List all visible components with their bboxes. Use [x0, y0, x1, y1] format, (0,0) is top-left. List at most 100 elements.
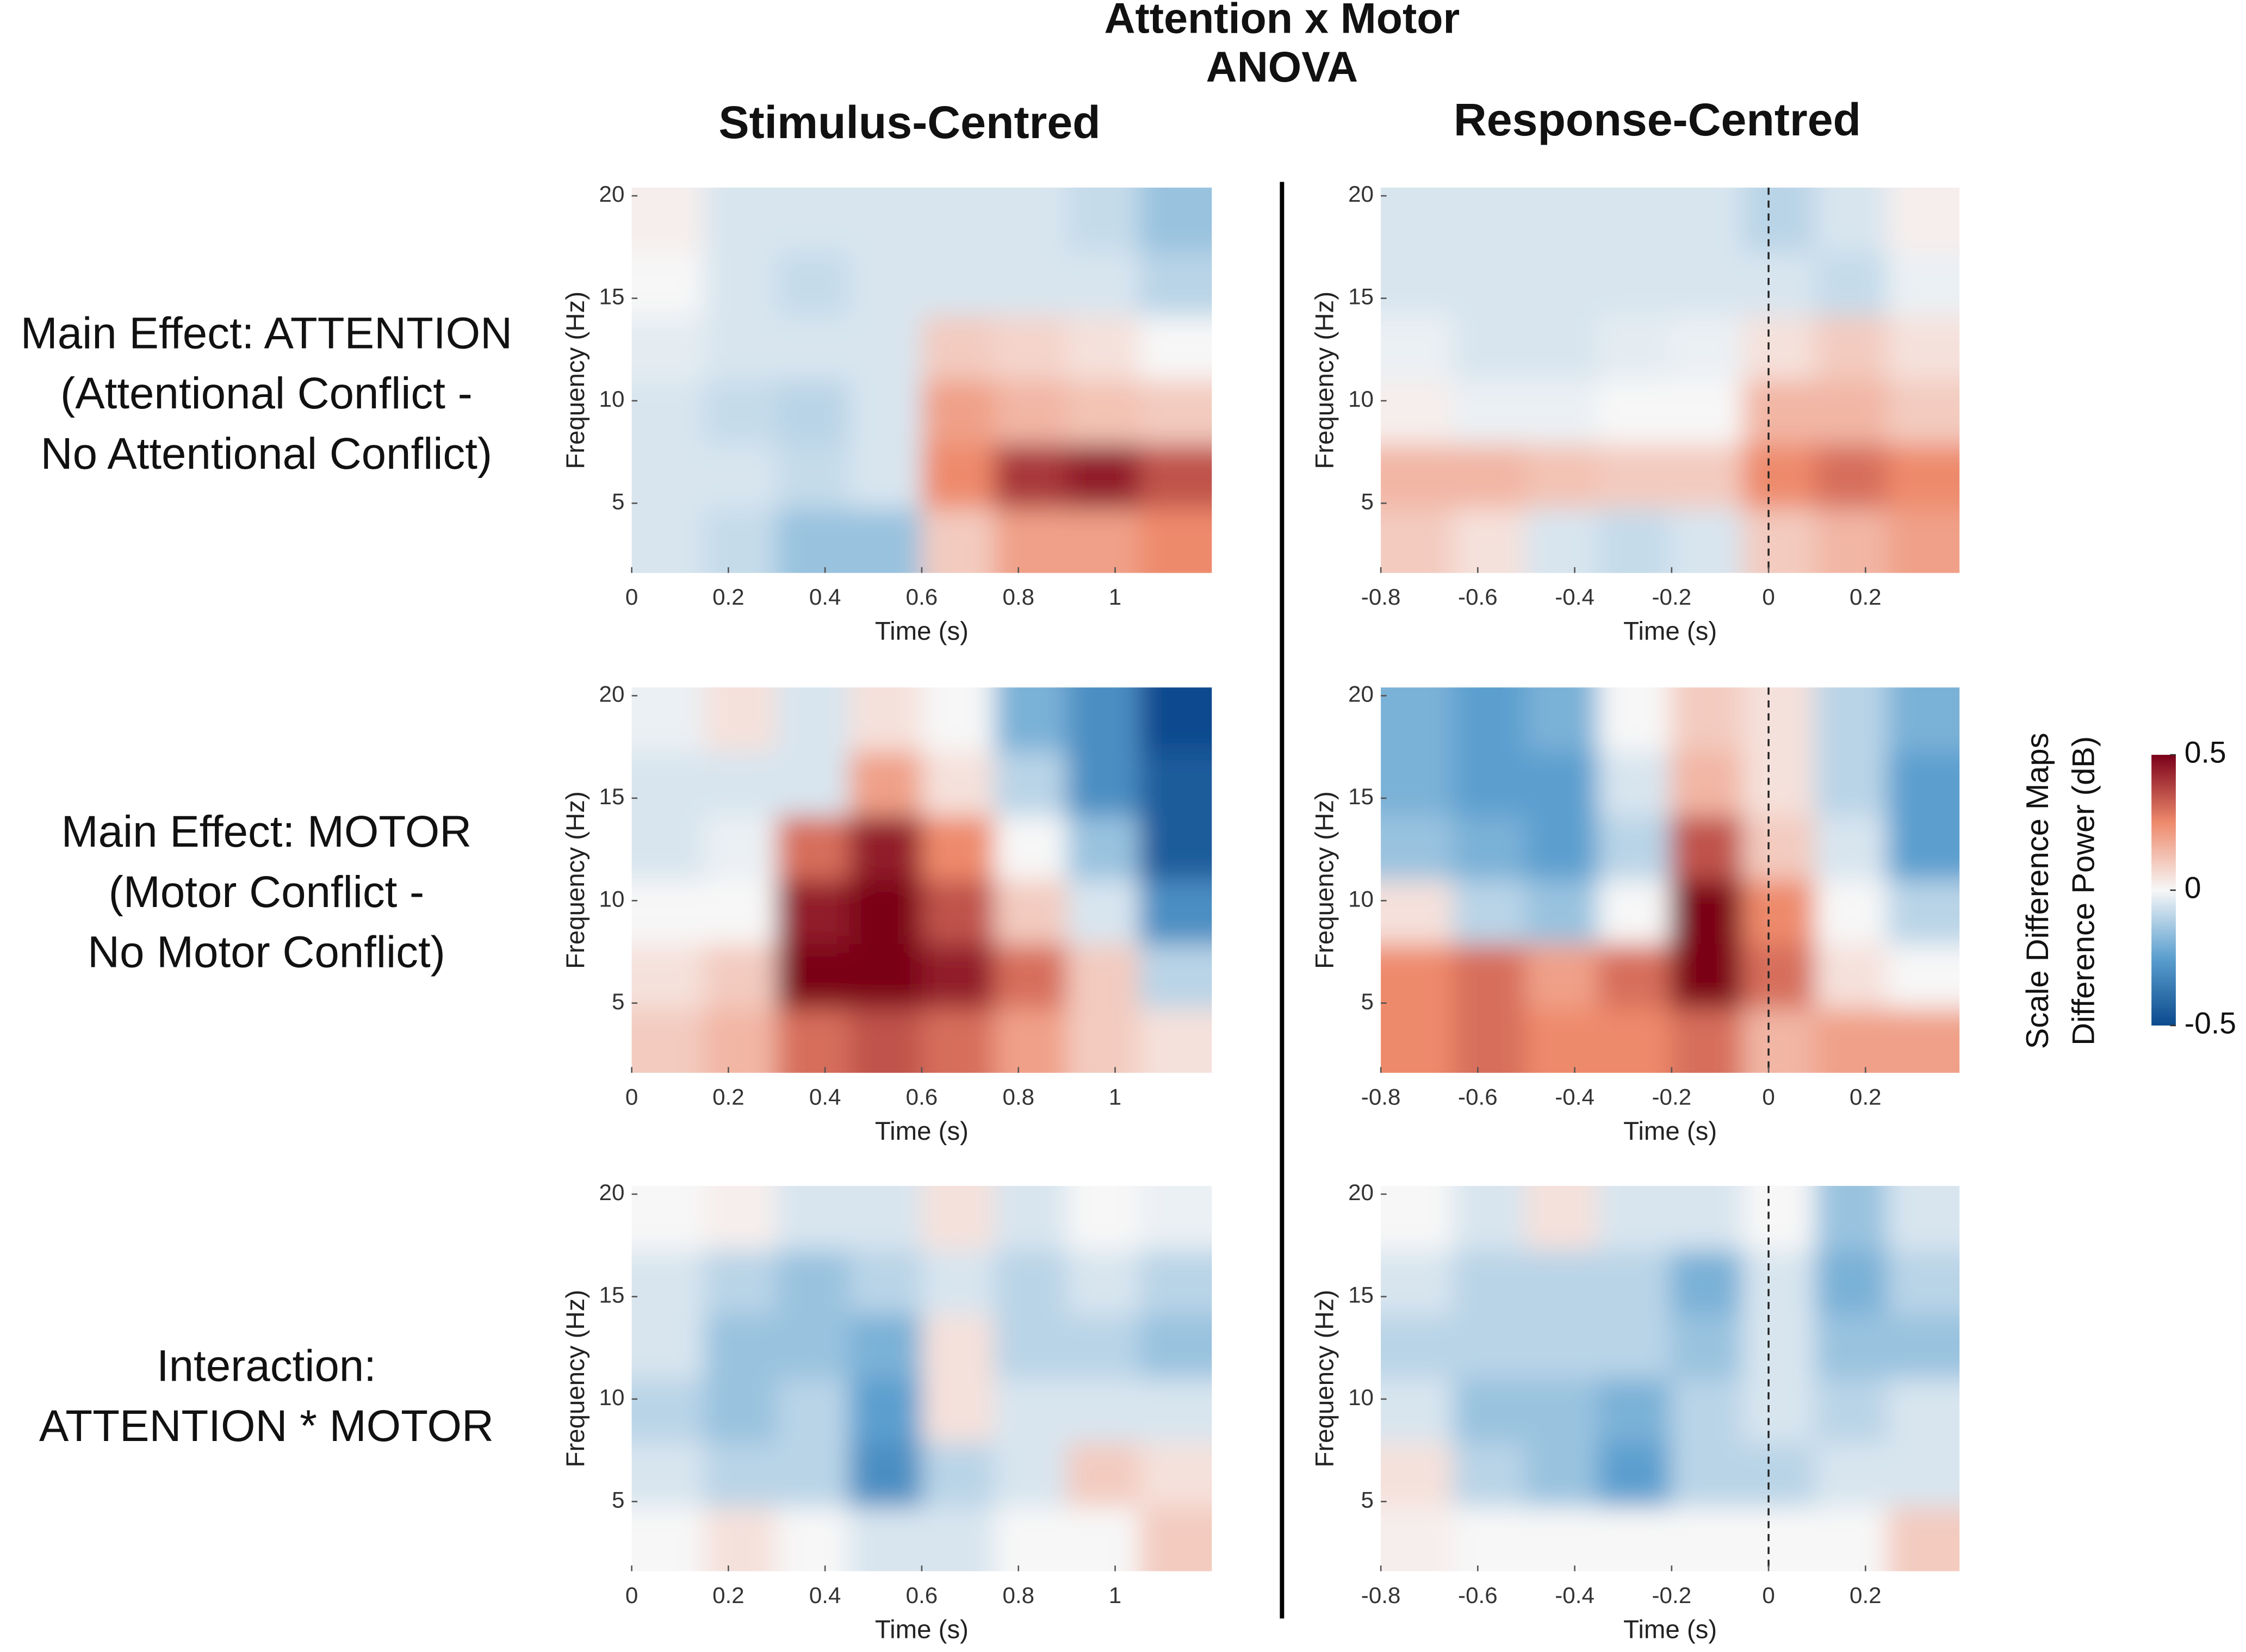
x-tick-label: 0.8	[1002, 1582, 1034, 1608]
y-tick-label: 20	[1348, 181, 1374, 207]
heat-cell	[1139, 1185, 1212, 1251]
heat-cell	[1815, 1185, 1888, 1251]
x-tick-label: -0.2	[1652, 1084, 1692, 1109]
heat-cell	[921, 1008, 995, 1073]
heat-cell	[1066, 944, 1140, 1010]
colorbar-tick-label: 0	[2185, 871, 2201, 905]
heat-cell	[994, 880, 1068, 946]
heat-cell	[1742, 1507, 1816, 1572]
heatmap	[631, 1185, 1212, 1572]
heat-cell	[994, 1314, 1068, 1380]
heat-cell	[777, 752, 851, 817]
heat-cell	[1525, 944, 1599, 1010]
heat-cell	[1670, 687, 1744, 753]
y-tick-label: 5	[1361, 1487, 1374, 1512]
heat-cell	[1815, 1314, 1888, 1380]
column-title: Response-Centred	[1454, 94, 1861, 145]
x-tick-label: -0.2	[1652, 1582, 1692, 1608]
heat-cell	[1815, 1250, 1888, 1315]
x-tick-label: -0.4	[1555, 1084, 1594, 1109]
heat-cell	[1815, 316, 1888, 381]
heat-cell	[1815, 188, 1888, 253]
heat-cell	[1381, 1008, 1454, 1073]
heat-cell	[849, 188, 923, 253]
heat-cell	[1525, 252, 1599, 317]
heat-cell	[777, 687, 851, 753]
heat-cell	[1670, 1185, 1744, 1251]
heat-cell	[1742, 687, 1816, 753]
heat-cell	[994, 508, 1068, 573]
heat-cell	[994, 188, 1068, 253]
heat-cell	[1066, 1507, 1140, 1572]
row-label: Interaction:	[157, 1342, 376, 1391]
heat-cell	[849, 252, 923, 317]
heat-cell	[1525, 880, 1599, 946]
heat-cell	[1670, 1250, 1744, 1315]
heat-cell	[1887, 1443, 1960, 1508]
heat-cell	[1887, 1250, 1960, 1315]
heat-cell	[777, 880, 851, 946]
y-tick-label: 15	[1348, 1282, 1374, 1308]
heat-cell	[631, 752, 705, 817]
heat-cell	[1139, 380, 1212, 445]
heat-cell	[631, 687, 705, 753]
heat-cell	[1815, 1443, 1888, 1508]
heat-cell	[1381, 380, 1454, 445]
heat-cell	[1525, 316, 1599, 381]
x-tick-label: 1	[1109, 1582, 1121, 1608]
heat-cell	[1598, 252, 1671, 317]
heat-cell	[849, 1185, 923, 1251]
x-tick-label: 0	[625, 1084, 638, 1109]
heat-cell	[1742, 880, 1816, 946]
heat-cell	[631, 1250, 705, 1315]
heat-cell	[1815, 508, 1888, 573]
heat-cell	[1887, 1378, 1960, 1444]
heat-cell	[849, 1443, 923, 1508]
x-tick-label: 0.4	[809, 1084, 841, 1109]
heat-cell	[994, 1185, 1068, 1251]
heat-cell	[921, 380, 995, 445]
heat-cell	[1815, 252, 1888, 317]
heat-cell	[777, 444, 851, 510]
heatmap-cells	[1381, 687, 1960, 1073]
heat-cell	[631, 944, 705, 1010]
x-tick-label: 0	[1762, 1084, 1775, 1109]
heat-cell	[1742, 316, 1816, 381]
heatmap-cells	[1381, 1185, 1960, 1572]
heat-cell	[1453, 1314, 1527, 1380]
x-tick-label: 0.2	[1850, 1084, 1882, 1109]
x-tick-label: 0.2	[1850, 584, 1882, 610]
heat-cell	[1742, 1378, 1816, 1444]
heat-cell	[777, 1008, 851, 1073]
heat-cell	[1139, 1378, 1212, 1444]
y-tick-label: 5	[612, 489, 624, 514]
x-tick-label: -0.6	[1458, 584, 1498, 610]
heat-cell	[1066, 880, 1140, 946]
heat-cell	[849, 1507, 923, 1572]
heat-cell	[1742, 188, 1816, 253]
heat-cell	[1066, 816, 1140, 881]
heat-cell	[704, 687, 778, 753]
heat-cell	[1139, 508, 1212, 573]
heat-cell	[704, 752, 778, 817]
heat-cell	[1453, 508, 1527, 573]
heat-cell	[1525, 752, 1599, 817]
x-tick-label: 0	[625, 1582, 638, 1608]
heat-cell	[631, 1507, 705, 1572]
heat-cell	[631, 1443, 705, 1508]
heat-cell	[1139, 944, 1212, 1010]
heat-cell	[1066, 1378, 1140, 1444]
heat-cell	[1598, 1443, 1671, 1508]
heat-cell	[1815, 380, 1888, 445]
x-tick-label: -0.6	[1458, 1582, 1498, 1608]
heat-cell	[704, 816, 778, 881]
heat-cell	[1670, 1443, 1744, 1508]
heat-cell	[1139, 1507, 1212, 1572]
heat-cell	[631, 1008, 705, 1073]
heat-cell	[1381, 880, 1454, 946]
heat-cell	[704, 1378, 778, 1444]
heat-cell	[777, 316, 851, 381]
heat-cell	[1453, 880, 1527, 946]
heat-cell	[1887, 944, 1960, 1010]
row-label: ATTENTION * MOTOR	[39, 1401, 494, 1451]
